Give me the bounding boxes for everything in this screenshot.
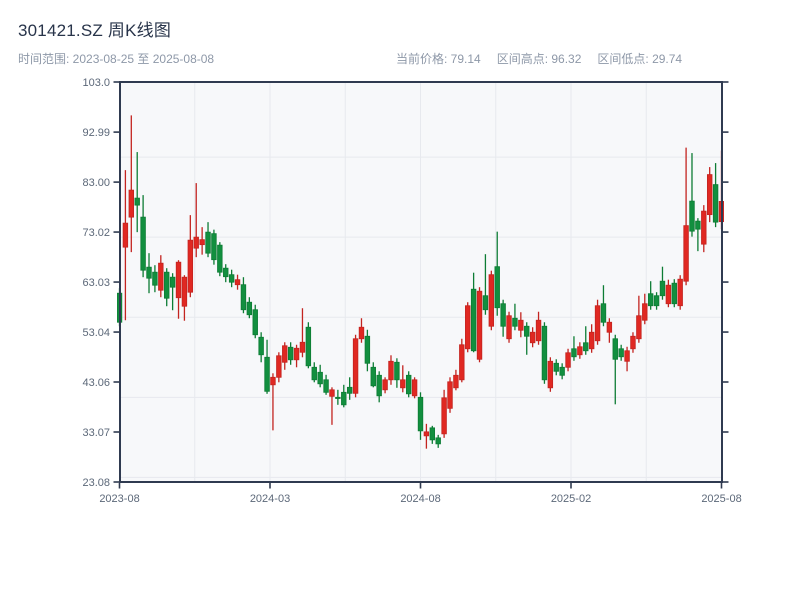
range-low-stat: 区间低点: 29.74 xyxy=(597,52,683,66)
svg-text:43.06: 43.06 xyxy=(82,377,110,389)
svg-text:92.99: 92.99 xyxy=(82,127,110,139)
svg-text:63.03: 63.03 xyxy=(82,277,110,289)
svg-text:2025-02: 2025-02 xyxy=(551,493,591,505)
range-high-stat: 区间高点: 96.32 xyxy=(496,52,582,66)
svg-text:53.04: 53.04 xyxy=(82,327,110,339)
price-stats: 当前价格: 79.14 区间高点: 96.32 区间低点: 29.74 xyxy=(396,50,682,67)
svg-text:2025-08: 2025-08 xyxy=(701,493,741,505)
svg-text:33.07: 33.07 xyxy=(82,427,110,439)
svg-text:2024-08: 2024-08 xyxy=(400,493,440,505)
page-title: 301421.SZ 周K线图 xyxy=(18,21,172,40)
svg-text:103.0: 103.0 xyxy=(82,77,110,89)
svg-text:23.08: 23.08 xyxy=(82,477,110,489)
svg-text:73.02: 73.02 xyxy=(82,227,110,239)
svg-text:83.00: 83.00 xyxy=(82,177,110,189)
time-range-label: 时间范围: 2023-08-25 至 2025-08-08 xyxy=(18,52,215,66)
current-price-stat: 当前价格: 79.14 xyxy=(396,52,481,66)
svg-text:2024-03: 2024-03 xyxy=(250,493,290,505)
svg-text:2023-08: 2023-08 xyxy=(99,493,139,505)
